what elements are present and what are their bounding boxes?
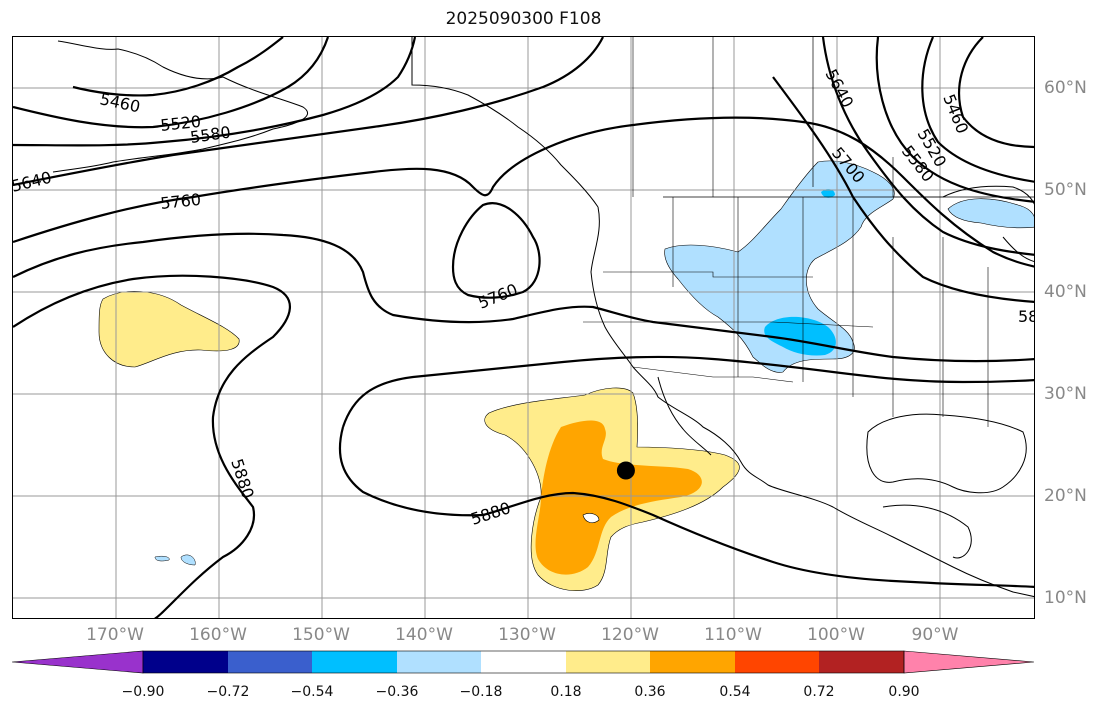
colorbar-tick: −0.72 — [206, 684, 250, 700]
lat-label: 40°N — [1044, 282, 1087, 302]
negative-anomaly-great-lakes — [947, 198, 1034, 229]
colorbar-segment — [735, 651, 819, 673]
colorbar-tick: −0.18 — [459, 684, 503, 700]
lon-label: 170°W — [86, 625, 144, 645]
colorbar-tick: 0.72 — [803, 684, 835, 700]
colorbar-tick: 0.54 — [719, 684, 751, 700]
contour-5880-south — [338, 426, 1034, 588]
contour-5580-west — [13, 37, 417, 147]
lon-label: 130°W — [498, 625, 556, 645]
anomaly-shading — [98, 160, 1034, 591]
colorbar-segment — [566, 651, 650, 673]
contour-5460-west — [72, 37, 284, 97]
storm-center-marker[interactable] — [616, 461, 635, 480]
lon-label: 160°W — [189, 625, 247, 645]
contour-5580-east — [875, 37, 1034, 203]
contour-label: 58 — [1018, 307, 1035, 326]
contour-5700-east — [772, 76, 1034, 303]
lon-label: 110°W — [704, 625, 762, 645]
colorbar-segment — [397, 651, 481, 673]
positive-anomaly-hole — [582, 513, 600, 524]
contour-label: 5460 — [939, 91, 972, 136]
colorbar — [11, 650, 1035, 674]
strong-negative-anomaly-canada — [821, 189, 835, 198]
lat-label: 20°N — [1044, 486, 1087, 506]
lon-label: 90°W — [911, 625, 959, 645]
positive-anomaly-pacific-west — [98, 291, 240, 368]
lon-label: 100°W — [807, 625, 865, 645]
contour-5520-east — [921, 37, 1034, 183]
contour-5880-east — [341, 355, 1034, 428]
colorbar-tick: 0.18 — [550, 684, 582, 700]
strong-positive-anomaly-baja — [535, 420, 702, 575]
colorbar-segment — [819, 651, 904, 673]
map-title: 2025090300 F108 — [445, 9, 602, 29]
contour-5880-west — [13, 274, 291, 618]
contour-label: 5460 — [98, 89, 142, 116]
colorbar-tick: 0.36 — [634, 684, 666, 700]
contour-label: 5880 — [468, 498, 513, 529]
colorbar-extend-high — [903, 650, 1035, 674]
strong-negative-anomaly-southwest-us — [764, 316, 836, 356]
height-contours — [13, 37, 1034, 618]
small-negative-patch — [154, 555, 170, 562]
contour-label: 5640 — [13, 168, 53, 196]
lon-label: 120°W — [601, 625, 659, 645]
contour-5460-east — [958, 37, 1034, 149]
contour-5760-ridge — [13, 116, 1034, 268]
colorbar-segment — [481, 651, 566, 673]
colorbar-extend-low — [11, 650, 144, 674]
small-negative-patch — [180, 554, 196, 566]
colorbar-segment — [312, 651, 397, 673]
contour-5760-closed-low — [451, 202, 541, 299]
coastlines — [52, 37, 1034, 598]
contour-5640-east — [821, 37, 1034, 256]
lon-label: 140°W — [395, 625, 453, 645]
colorbar-segment — [143, 651, 228, 673]
colorbar-tick: −0.54 — [290, 684, 334, 700]
lat-label: 30°N — [1044, 384, 1087, 404]
lat-label: 60°N — [1044, 78, 1087, 98]
contour-label: 5760 — [159, 190, 201, 213]
contour-label: 5760 — [475, 280, 520, 313]
lon-label: 150°W — [292, 625, 350, 645]
lat-label: 50°N — [1044, 180, 1087, 200]
colorbar-tick: 0.90 — [888, 684, 920, 700]
colorbar-segment — [650, 651, 735, 673]
contour-5520-west — [13, 37, 330, 129]
map-canvas: 5460 5520 5580 5640 5760 5760 5880 5880 … — [13, 37, 1035, 618]
contour-5640-west — [13, 37, 604, 187]
graticule — [13, 37, 1034, 618]
map-panel[interactable]: 5460 5520 5580 5640 5760 5760 5880 5880 … — [12, 36, 1035, 619]
colorbar-tick: −0.90 — [121, 684, 165, 700]
contour-label: 5520 — [159, 112, 201, 135]
colorbar-segment — [228, 651, 312, 673]
contour-5760-lower — [13, 232, 1034, 363]
colorbar-tick: −0.36 — [375, 684, 419, 700]
lat-label: 10°N — [1044, 588, 1087, 608]
